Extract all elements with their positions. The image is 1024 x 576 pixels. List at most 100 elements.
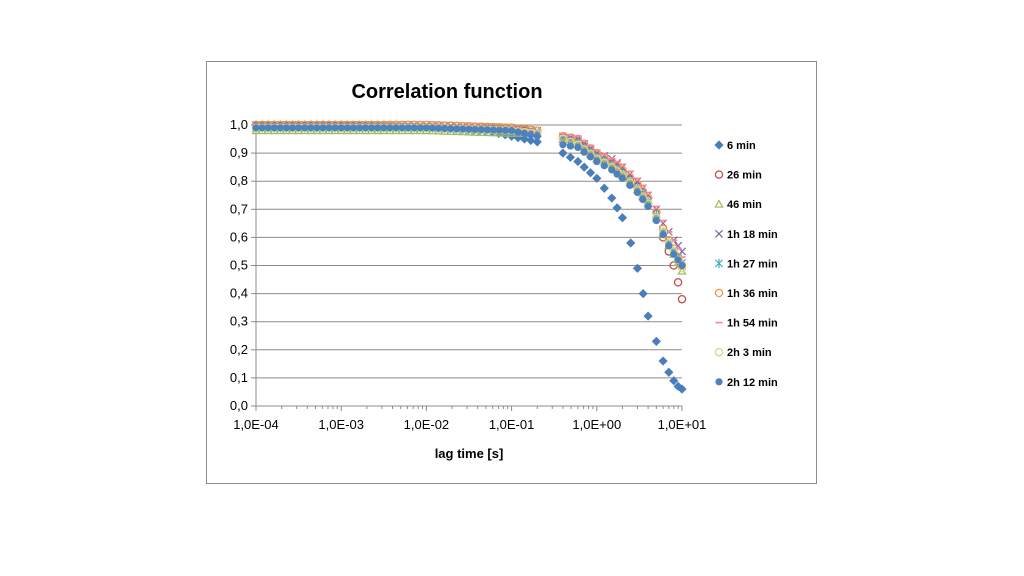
data-point (465, 125, 473, 133)
data-point (495, 126, 504, 134)
data-point (677, 266, 687, 275)
legend-label: 6 min (727, 140, 756, 152)
data-point (613, 170, 621, 178)
data-point (264, 124, 272, 132)
data-point (652, 216, 660, 225)
legend: 6 min 26 min 46 min 1h 18 min 1h 27 min 1h 36… (714, 140, 778, 389)
y-tick-label: 0,9 (230, 145, 248, 160)
data-point (586, 153, 595, 161)
data-point (252, 124, 260, 132)
series-8 (252, 124, 686, 270)
data-point (477, 126, 485, 134)
y-tick-label: 1,0 (230, 117, 248, 132)
data-point (471, 125, 479, 134)
y-tick-label: 0,2 (230, 342, 248, 357)
data-point (673, 255, 683, 265)
data-point (489, 126, 497, 134)
data-point (258, 124, 266, 132)
data-point (677, 294, 687, 304)
data-point (368, 124, 376, 132)
data-point (565, 152, 575, 162)
data-point (508, 127, 516, 135)
legend-marker (714, 347, 724, 357)
data-point (677, 384, 687, 394)
data-point (398, 124, 406, 132)
legend-label: 46 min (727, 199, 762, 211)
data-point (520, 129, 529, 138)
data-point (593, 157, 601, 166)
legend-marker (715, 378, 723, 386)
series-5 (251, 120, 687, 270)
data-point (674, 256, 682, 264)
data-point (638, 289, 648, 299)
data-point (612, 203, 622, 213)
data-point (319, 124, 327, 132)
data-point (428, 124, 437, 132)
x-tick-label: 1,0E-01 (489, 417, 535, 432)
data-point (343, 124, 351, 132)
data-point (559, 141, 567, 149)
data-point (580, 148, 588, 156)
data-point (670, 250, 678, 258)
data-point (325, 124, 333, 132)
data-point (295, 124, 303, 132)
y-tick-label: 0,1 (230, 370, 248, 385)
data-point (600, 162, 608, 170)
y-tick-label: 0,5 (230, 258, 248, 273)
data-point (573, 156, 583, 167)
data-point (633, 188, 642, 197)
series-1 (251, 120, 687, 304)
legend-item: 2h 3 min (714, 347, 772, 359)
legend-item: 46 min (714, 199, 762, 211)
x-tick-label: 1,0E-04 (233, 417, 279, 432)
data-point (626, 238, 636, 248)
legend-marker (714, 170, 724, 179)
data-point (434, 124, 443, 132)
legend-marker (714, 140, 724, 150)
series-3 (251, 120, 687, 256)
data-point (270, 124, 278, 132)
data-point (618, 174, 627, 182)
data-point (441, 124, 449, 133)
legend-label: 26 min (727, 170, 762, 182)
data-point (361, 124, 370, 132)
data-point (526, 135, 536, 146)
data-point (349, 124, 357, 132)
x-tick-label: 1,0E-03 (318, 417, 364, 432)
data-point (313, 124, 321, 132)
data-point (599, 183, 609, 193)
data-point (337, 124, 345, 132)
legend-item: 1h 54 min (715, 318, 778, 330)
y-tick-label: 0,4 (230, 286, 248, 301)
legend-label: 1h 54 min (727, 318, 778, 330)
data-point (651, 336, 661, 346)
y-tick-label: 0,6 (230, 229, 248, 244)
data-point (678, 261, 686, 270)
legend-item: 26 min (714, 170, 762, 182)
data-point (673, 381, 683, 391)
data-point (558, 148, 568, 158)
data-point (585, 168, 596, 178)
data-point (404, 124, 412, 132)
data-point (301, 124, 309, 132)
x-tick-label: 1,0E-02 (404, 417, 450, 432)
data-point (307, 124, 315, 132)
legend-marker (714, 199, 724, 208)
y-tick-label: 0,3 (230, 314, 248, 329)
data-point (632, 263, 643, 273)
data-point (566, 142, 574, 150)
data-point (513, 133, 523, 143)
legend-marker (714, 288, 724, 298)
legend-label: 2h 12 min (727, 377, 778, 389)
chart-title: Correlation function (351, 81, 542, 103)
x-axis-title: lag time [s] (435, 446, 504, 461)
data-point (626, 181, 634, 190)
data-point (374, 124, 382, 132)
correlation-chart: Correlation function 0,00,10,20,30,40,50… (230, 81, 778, 461)
legend-label: 1h 27 min (727, 258, 778, 270)
gridlines (256, 124, 682, 379)
data-point (617, 213, 628, 223)
data-point (483, 126, 491, 134)
series-4 (251, 123, 687, 268)
data-point (533, 132, 541, 140)
